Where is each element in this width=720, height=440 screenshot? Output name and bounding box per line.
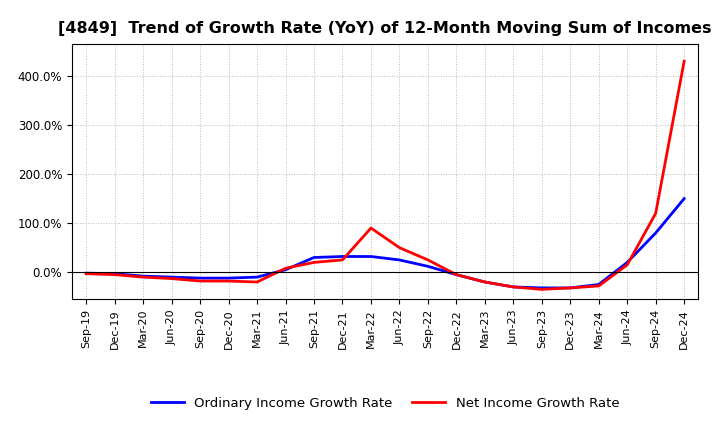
Net Income Growth Rate bbox=[509, 284, 518, 290]
Ordinary Income Growth Rate bbox=[167, 275, 176, 280]
Ordinary Income Growth Rate bbox=[110, 271, 119, 276]
Ordinary Income Growth Rate bbox=[566, 285, 575, 290]
Net Income Growth Rate bbox=[680, 59, 688, 64]
Net Income Growth Rate bbox=[366, 225, 375, 231]
Ordinary Income Growth Rate bbox=[338, 254, 347, 259]
Title: [4849]  Trend of Growth Rate (YoY) of 12-Month Moving Sum of Incomes: [4849] Trend of Growth Rate (YoY) of 12-… bbox=[58, 21, 712, 36]
Net Income Growth Rate bbox=[110, 272, 119, 277]
Ordinary Income Growth Rate bbox=[680, 196, 688, 201]
Ordinary Income Growth Rate bbox=[395, 257, 404, 263]
Net Income Growth Rate bbox=[167, 276, 176, 281]
Ordinary Income Growth Rate bbox=[82, 271, 91, 276]
Ordinary Income Growth Rate bbox=[452, 272, 461, 277]
Ordinary Income Growth Rate bbox=[282, 267, 290, 272]
Net Income Growth Rate bbox=[423, 257, 432, 263]
Ordinary Income Growth Rate bbox=[253, 275, 261, 280]
Ordinary Income Growth Rate bbox=[480, 279, 489, 285]
Ordinary Income Growth Rate bbox=[623, 260, 631, 265]
Net Income Growth Rate bbox=[82, 271, 91, 276]
Net Income Growth Rate bbox=[196, 279, 204, 284]
Ordinary Income Growth Rate bbox=[196, 275, 204, 281]
Net Income Growth Rate bbox=[395, 245, 404, 250]
Net Income Growth Rate bbox=[623, 262, 631, 268]
Legend: Ordinary Income Growth Rate, Net Income Growth Rate: Ordinary Income Growth Rate, Net Income … bbox=[145, 392, 625, 415]
Net Income Growth Rate bbox=[225, 279, 233, 284]
Net Income Growth Rate bbox=[338, 257, 347, 263]
Line: Ordinary Income Growth Rate: Ordinary Income Growth Rate bbox=[86, 198, 684, 288]
Line: Net Income Growth Rate: Net Income Growth Rate bbox=[86, 61, 684, 290]
Ordinary Income Growth Rate bbox=[652, 230, 660, 235]
Net Income Growth Rate bbox=[652, 211, 660, 216]
Ordinary Income Growth Rate bbox=[595, 282, 603, 287]
Net Income Growth Rate bbox=[537, 287, 546, 292]
Net Income Growth Rate bbox=[310, 260, 318, 265]
Ordinary Income Growth Rate bbox=[366, 254, 375, 259]
Net Income Growth Rate bbox=[480, 279, 489, 285]
Ordinary Income Growth Rate bbox=[139, 274, 148, 279]
Ordinary Income Growth Rate bbox=[537, 285, 546, 290]
Net Income Growth Rate bbox=[566, 285, 575, 290]
Ordinary Income Growth Rate bbox=[509, 284, 518, 290]
Net Income Growth Rate bbox=[452, 272, 461, 277]
Ordinary Income Growth Rate bbox=[225, 275, 233, 281]
Net Income Growth Rate bbox=[139, 275, 148, 280]
Net Income Growth Rate bbox=[595, 283, 603, 289]
Ordinary Income Growth Rate bbox=[423, 264, 432, 269]
Ordinary Income Growth Rate bbox=[310, 255, 318, 260]
Net Income Growth Rate bbox=[253, 279, 261, 285]
Net Income Growth Rate bbox=[282, 266, 290, 271]
